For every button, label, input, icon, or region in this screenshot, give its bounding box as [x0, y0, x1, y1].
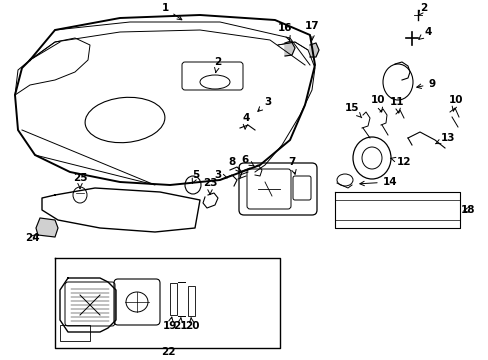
- Text: 14: 14: [359, 177, 397, 187]
- Text: 23: 23: [203, 178, 217, 194]
- Text: 12: 12: [390, 157, 410, 167]
- Text: 15: 15: [344, 103, 361, 118]
- Text: 16: 16: [277, 23, 292, 40]
- Text: 9: 9: [416, 79, 435, 89]
- Bar: [60, 325, 90, 341]
- Text: 25: 25: [73, 173, 87, 189]
- Text: 6: 6: [241, 155, 253, 166]
- Text: 2: 2: [417, 3, 427, 16]
- Text: 18: 18: [460, 205, 474, 215]
- Text: 8: 8: [228, 157, 240, 172]
- Text: 11: 11: [389, 97, 404, 113]
- Text: 13: 13: [434, 133, 454, 144]
- Bar: [170, 283, 177, 315]
- Text: 17: 17: [304, 21, 319, 40]
- Text: 10: 10: [370, 95, 385, 112]
- Polygon shape: [309, 43, 318, 57]
- Text: 22: 22: [161, 347, 175, 357]
- Polygon shape: [285, 41, 294, 56]
- Text: 21: 21: [172, 318, 187, 331]
- Text: 19: 19: [163, 317, 177, 331]
- Text: 20: 20: [184, 318, 199, 331]
- Text: 10: 10: [448, 95, 462, 111]
- Bar: [187, 286, 195, 316]
- Text: 2: 2: [214, 57, 221, 73]
- Text: 3: 3: [257, 97, 271, 111]
- Text: 5: 5: [192, 170, 199, 183]
- Text: 1: 1: [161, 3, 182, 20]
- Polygon shape: [36, 218, 58, 237]
- Text: 3: 3: [214, 170, 227, 180]
- Text: 24: 24: [24, 233, 39, 243]
- Text: 4: 4: [418, 27, 431, 39]
- Text: 4: 4: [242, 113, 249, 129]
- Text: 7: 7: [288, 157, 296, 174]
